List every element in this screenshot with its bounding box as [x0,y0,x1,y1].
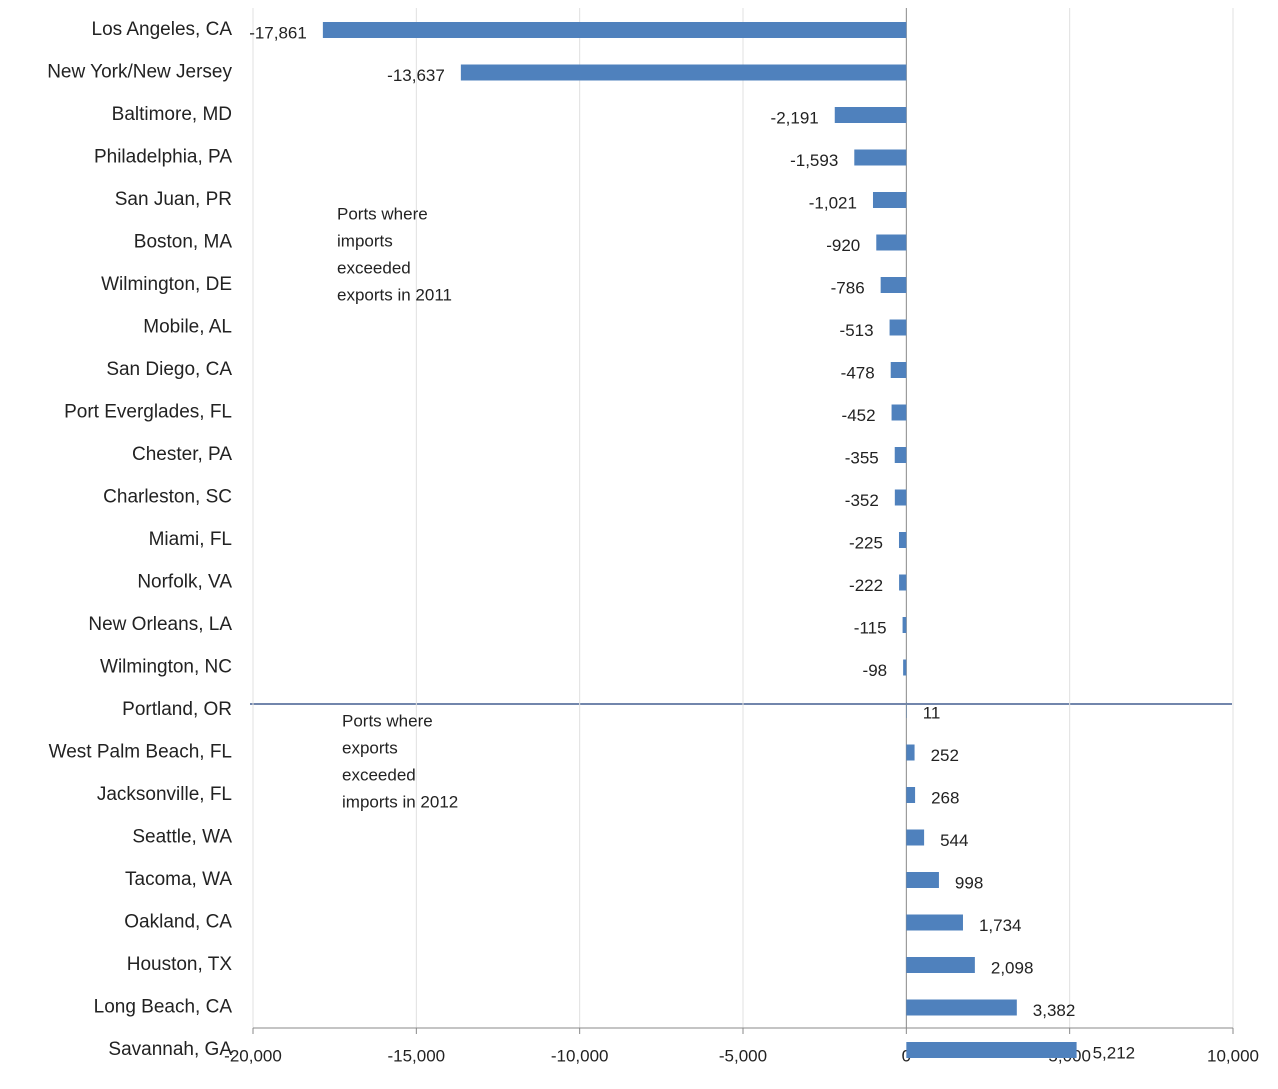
bar [876,234,907,251]
bar [890,362,907,378]
category-label: San Diego, CA [106,359,232,380]
category-label: Savannah, GA [108,1039,232,1060]
x-tick-label: -20,000 [224,1046,282,1065]
category-label: Miami, FL [149,529,232,550]
category-label: Wilmington, DE [101,274,232,295]
data-label: -513 [840,321,874,340]
category-label: Baltimore, MD [112,104,232,125]
bar [906,1042,1077,1058]
bar [906,787,916,803]
data-label: 3,382 [1033,1001,1076,1020]
annotation: Ports where [342,711,433,730]
data-label: -1,593 [790,151,838,170]
data-label: -1,021 [809,193,857,212]
bar [322,22,907,38]
bar [906,829,925,846]
data-label: -225 [849,533,883,552]
data-label: 544 [940,831,968,850]
bar [902,617,907,633]
bar [894,489,907,506]
annotation: exports [342,738,398,757]
data-label: -13,637 [387,66,445,85]
data-label: -786 [831,278,865,297]
bar [854,149,907,166]
data-label: 252 [931,746,959,765]
category-label: Port Everglades, FL [64,402,232,423]
category-label: New Orleans, LA [88,614,232,635]
data-label: -17,861 [249,23,307,42]
category-label: West Palm Beach, FL [49,742,232,763]
annotation: Ports where [337,204,428,223]
category-label: Tacoma, WA [125,869,232,890]
bar [834,107,907,123]
x-tick-label: -10,000 [551,1046,609,1065]
category-label: Jacksonville, FL [97,784,232,805]
bar [460,64,907,81]
category-label: San Juan, PR [115,189,232,210]
data-label: -222 [849,576,883,595]
annotation: exceeded [337,258,411,277]
bar [891,404,907,421]
category-label: Wilmington, NC [100,657,232,678]
annotation: imports [337,231,393,250]
bar [906,999,1017,1016]
bar [872,192,907,208]
bar [906,872,939,888]
data-label: -352 [845,491,879,510]
data-label: -452 [842,406,876,425]
data-label: 11 [923,703,941,722]
data-label: 2,098 [991,958,1034,977]
data-label: -920 [826,236,860,255]
bar [899,574,907,591]
bar [903,659,907,676]
data-label: 268 [931,788,959,807]
bar [906,744,915,761]
category-label: Charleston, SC [103,487,232,508]
x-tick-label: -15,000 [387,1046,445,1065]
category-label: Oakland, CA [124,912,232,933]
data-label: 5,212 [1093,1043,1136,1062]
bar [880,277,907,293]
category-label: New York/New Jersey [47,62,232,83]
category-label: Long Beach, CA [94,997,233,1018]
annotation: exports in 2011 [337,285,452,304]
data-label: -355 [845,448,879,467]
data-label: 1,734 [979,916,1022,935]
category-label: Los Angeles, CA [92,19,233,40]
data-label: -115 [854,618,887,637]
category-label: Philadelphia, PA [94,147,232,168]
bar [889,319,907,336]
category-label: Chester, PA [132,444,232,465]
bar [898,532,907,548]
annotation: imports in 2012 [342,792,458,811]
bar [894,447,907,463]
bar [906,914,963,931]
category-label: Seattle, WA [132,827,232,848]
category-label: Mobile, AL [143,317,232,338]
data-label: -2,191 [771,108,819,127]
category-label: Boston, MA [134,232,233,253]
bar [906,957,975,973]
annotation: exceeded [342,765,416,784]
data-label: -478 [841,363,875,382]
x-tick-label: 10,000 [1207,1046,1259,1065]
category-label: Portland, OR [122,699,232,720]
data-label: -98 [863,661,888,680]
x-tick-label: -5,000 [719,1046,767,1065]
category-label: Norfolk, VA [137,572,232,593]
category-label: Houston, TX [127,954,233,975]
data-label: 998 [955,873,983,892]
